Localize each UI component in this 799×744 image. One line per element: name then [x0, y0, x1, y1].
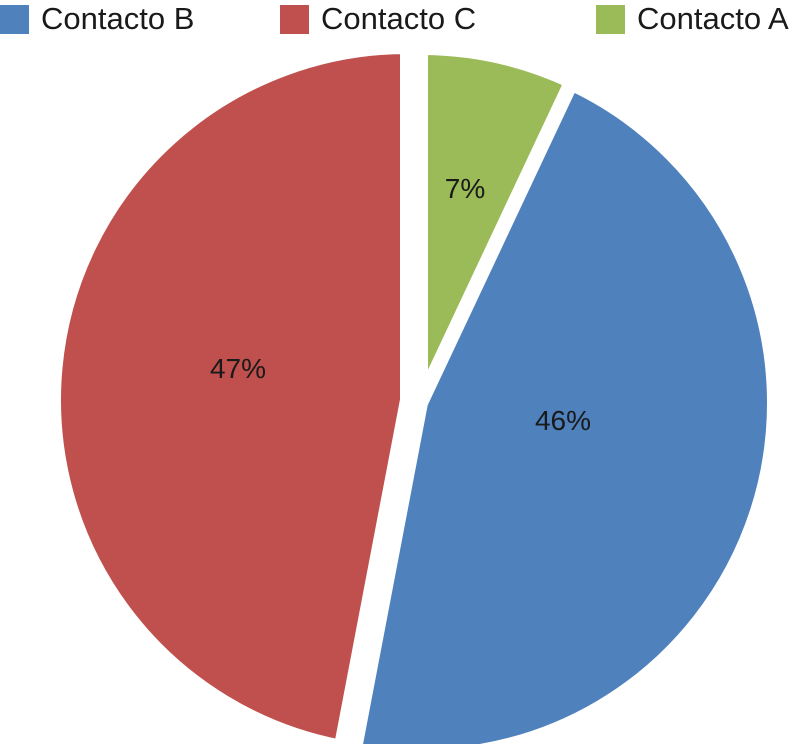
legend-label: Contacto A	[637, 1, 789, 36]
legend-swatch	[596, 4, 625, 34]
legend-swatch	[0, 4, 29, 34]
legend-item-contacto-b: Contacto B	[0, 2, 194, 36]
legend-item-contacto-a: Contacto A	[596, 2, 789, 36]
pie-slice-contacto-c	[47, 39, 414, 744]
slice-label-contacto-b: 46%	[535, 405, 591, 436]
legend-label: Contacto B	[41, 1, 195, 36]
slice-label-contacto-c: 47%	[210, 353, 266, 384]
legend-item-contacto-c: Contacto C	[280, 2, 476, 36]
chart-legend: Contacto B Contacto C Contacto A	[0, 0, 799, 40]
slice-label-contacto-a: 7%	[445, 173, 485, 204]
legend-swatch	[280, 4, 309, 34]
pie-slice-contacto-b	[348, 74, 781, 744]
legend-label: Contacto C	[321, 1, 477, 36]
